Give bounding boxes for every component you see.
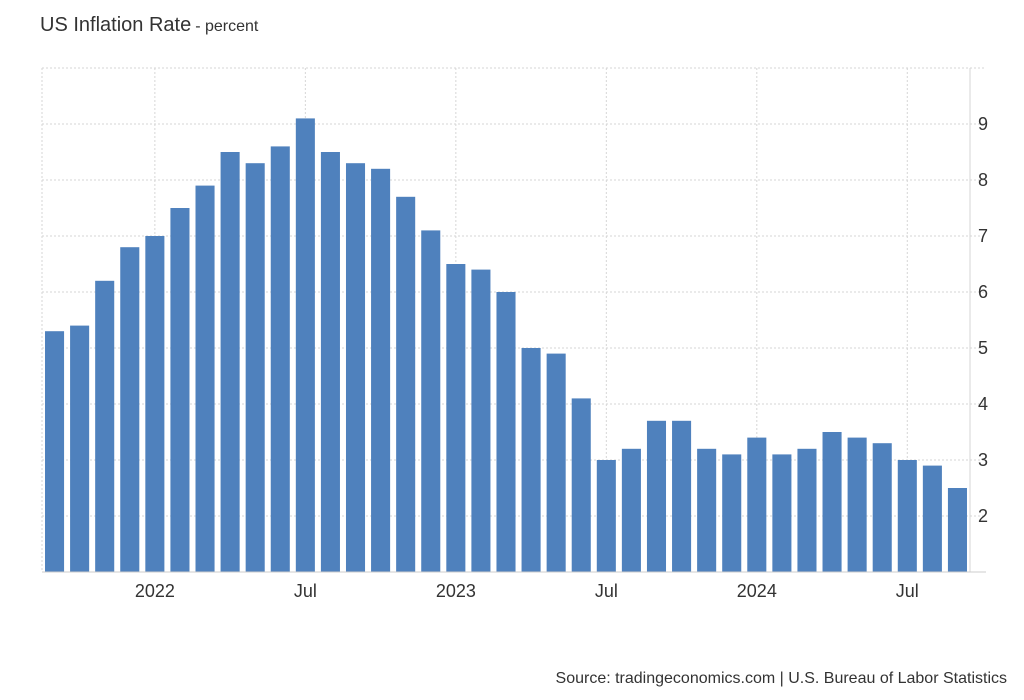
bar xyxy=(471,269,491,572)
x-tick-labels: 2022 Jul 2023 Jul 2024 Jul xyxy=(135,581,919,601)
chart-subtitle: - percent xyxy=(195,18,259,35)
x-tick-label: 2022 xyxy=(135,581,175,601)
bar xyxy=(872,443,892,572)
y-tick-label: 3 xyxy=(978,450,988,470)
bar xyxy=(922,465,942,572)
bar xyxy=(646,420,667,572)
chart-title-group: US Inflation Rate - percent xyxy=(40,14,258,37)
y-tick-labels: 2 3 4 5 6 7 8 9 xyxy=(978,114,988,526)
bar xyxy=(396,196,416,573)
y-tick-label: 7 xyxy=(978,226,988,246)
bar xyxy=(722,454,742,572)
bar xyxy=(145,236,165,572)
source-attribution: Source: tradingeconomics.com | U.S. Bure… xyxy=(555,670,1007,687)
bar xyxy=(571,398,591,572)
bar xyxy=(947,488,967,572)
bar xyxy=(772,454,792,572)
bar xyxy=(822,432,842,572)
chart-title: US Inflation Rate xyxy=(40,14,192,36)
x-tick-label: 2023 xyxy=(436,581,476,601)
y-tick-label: 2 xyxy=(978,506,988,526)
bar xyxy=(697,448,717,572)
y-tick-label: 8 xyxy=(978,170,988,190)
bar xyxy=(546,353,566,572)
bar xyxy=(270,146,290,572)
bar xyxy=(496,292,516,572)
bar xyxy=(446,264,466,572)
bar xyxy=(897,460,917,572)
bar xyxy=(120,247,140,572)
y-tick-label: 5 xyxy=(978,338,988,358)
bar xyxy=(45,331,65,572)
bar xyxy=(195,185,215,572)
x-tick-label: Jul xyxy=(595,581,618,601)
bar xyxy=(95,280,115,572)
bar xyxy=(847,437,867,572)
bar xyxy=(747,437,767,572)
bar xyxy=(521,348,541,572)
bar xyxy=(70,325,90,572)
bar xyxy=(220,152,240,572)
bar xyxy=(245,163,265,572)
bar xyxy=(371,168,391,573)
bars xyxy=(45,118,967,573)
bar xyxy=(797,448,817,572)
x-tick-label: Jul xyxy=(294,581,317,601)
bar xyxy=(320,152,340,572)
bar xyxy=(596,460,616,572)
bar xyxy=(295,118,315,573)
bar xyxy=(672,420,692,572)
x-tick-label: Jul xyxy=(896,581,919,601)
y-tick-label: 4 xyxy=(978,394,988,414)
bar xyxy=(621,448,641,572)
bar xyxy=(170,208,190,572)
bar xyxy=(345,163,366,572)
y-tick-label: 9 xyxy=(978,114,988,134)
bar xyxy=(421,230,441,572)
x-tick-label: 2024 xyxy=(737,581,777,601)
y-tick-label: 6 xyxy=(978,282,988,302)
